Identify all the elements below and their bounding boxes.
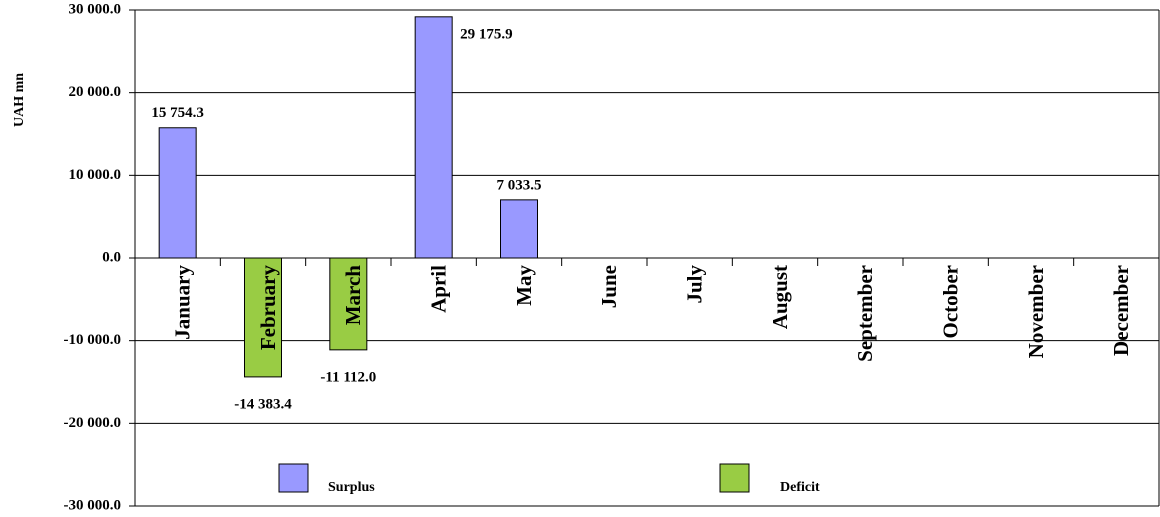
bar <box>244 257 282 378</box>
value-label: 29 175.9 <box>460 26 512 42</box>
x-tick-label: May <box>512 265 536 306</box>
legend-label: Deficit <box>780 480 820 495</box>
y-tick-label: 10 000.0 <box>69 167 122 183</box>
x-tick-label: March <box>341 265 365 326</box>
value-label: 7 033.5 <box>497 177 542 193</box>
x-tick-label: September <box>853 265 877 362</box>
legend-swatch <box>278 463 309 493</box>
legend-label: Surplus <box>328 480 375 495</box>
x-tick-label: December <box>1109 265 1133 356</box>
x-tick-label: October <box>938 265 962 338</box>
x-tick-label: April <box>426 265 450 313</box>
y-tick-label: 0.0 <box>102 249 121 265</box>
y-tick-label: -20 000.0 <box>64 415 122 431</box>
y-tick-label: 30 000.0 <box>69 1 122 17</box>
x-tick-label: July <box>682 265 706 304</box>
bar <box>158 127 197 259</box>
value-label: -11 112.0 <box>320 369 376 385</box>
bar <box>500 199 538 259</box>
y-tick-label: -10 000.0 <box>64 332 122 348</box>
y-tick-label: -30 000.0 <box>64 497 122 513</box>
value-label: 15 754.3 <box>151 105 204 121</box>
x-tick-label: January <box>170 265 194 340</box>
x-tick-label: June <box>597 265 621 308</box>
x-tick-label: August <box>768 265 792 329</box>
y-axis-label: UAH mn <box>12 73 27 127</box>
legend-swatch <box>719 463 750 493</box>
bar <box>414 16 453 259</box>
x-tick-label: February <box>256 265 280 351</box>
bar <box>329 257 368 351</box>
x-tick-label: November <box>1024 265 1048 358</box>
y-tick-label: 20 000.0 <box>69 84 122 100</box>
value-label: -14 383.4 <box>234 396 292 412</box>
